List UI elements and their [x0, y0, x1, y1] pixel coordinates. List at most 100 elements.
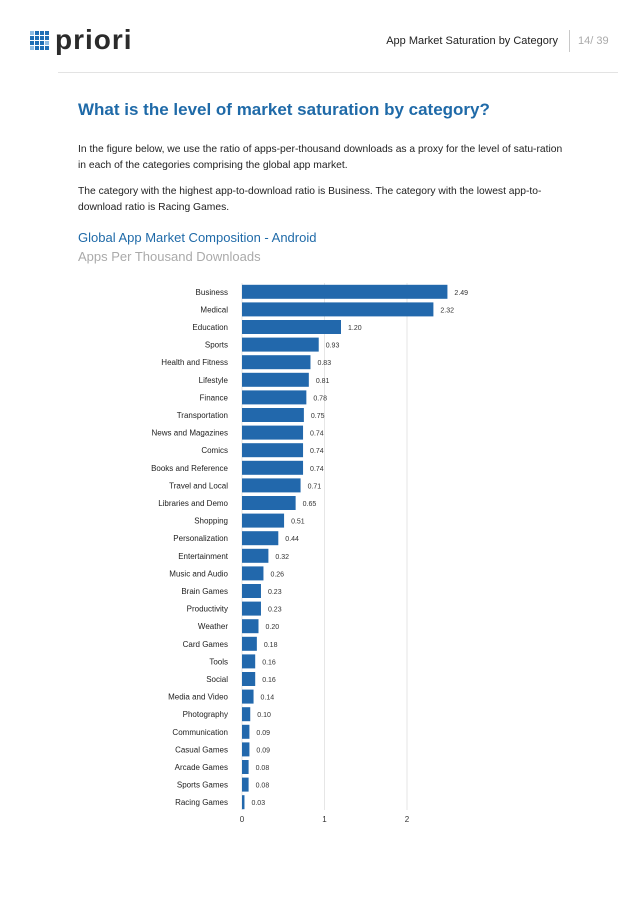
bar — [242, 636, 257, 651]
category-label: Tools — [209, 657, 228, 666]
data-label: 0.32 — [275, 554, 289, 561]
bar — [242, 619, 259, 634]
bar — [242, 760, 249, 774]
bar — [242, 425, 304, 440]
category-label: Photography — [183, 710, 228, 719]
category-label: Comics — [201, 446, 228, 455]
data-label: 0.08 — [256, 765, 270, 772]
data-label: 0.74 — [310, 448, 324, 455]
bar — [242, 531, 279, 546]
data-label: 0.81 — [316, 378, 330, 385]
bar — [242, 548, 269, 563]
bar — [242, 390, 307, 405]
document-title: App Market Saturation by Category — [386, 35, 558, 47]
category-label: Weather — [198, 622, 228, 631]
x-tick-label: 1 — [322, 815, 327, 824]
bar — [242, 742, 250, 757]
category-label: Medical — [200, 305, 228, 314]
category-label: Business — [196, 288, 228, 297]
page-heading: What is the level of market saturation b… — [78, 100, 490, 119]
category-label: Books and Reference — [151, 464, 228, 473]
bar — [242, 795, 245, 810]
category-label: Education — [192, 323, 228, 332]
category-label: Brain Games — [181, 587, 228, 596]
data-label: 0.75 — [311, 413, 325, 420]
data-label: 0.93 — [326, 343, 340, 350]
bar — [242, 601, 261, 616]
bar — [242, 777, 249, 792]
category-label: Entertainment — [178, 552, 229, 561]
bar — [242, 496, 296, 510]
priori-logo: priori — [30, 26, 133, 54]
bar — [242, 443, 304, 458]
bar — [242, 284, 448, 299]
x-tick-label: 0 — [240, 815, 245, 824]
category-label: Health and Fitness — [161, 358, 228, 367]
category-label: Social — [206, 675, 228, 684]
category-label: Lifestyle — [199, 376, 229, 385]
category-label: Sports — [205, 341, 228, 350]
data-label: 0.23 — [268, 607, 282, 614]
bar — [242, 337, 319, 352]
page-number: 14/ 39 — [578, 35, 609, 47]
data-label: 0.83 — [317, 360, 331, 367]
data-label: 2.32 — [440, 307, 454, 314]
data-label: 0.65 — [303, 501, 317, 508]
data-label: 0.18 — [264, 642, 278, 649]
data-label: 0.10 — [257, 712, 271, 719]
data-label: 0.26 — [270, 571, 284, 578]
bar — [242, 707, 251, 722]
bar — [242, 672, 256, 686]
category-label: Card Games — [183, 640, 228, 649]
data-label: 1.20 — [348, 325, 362, 332]
category-label: Racing Games — [175, 798, 228, 807]
category-label: Personalization — [173, 534, 228, 543]
x-tick-label: 2 — [405, 815, 410, 824]
bar — [242, 478, 301, 493]
header-rule — [58, 72, 618, 73]
data-label: 0.44 — [285, 536, 299, 543]
category-label: Finance — [200, 393, 229, 402]
chart-subtitle: Apps Per Thousand Downloads — [78, 249, 261, 264]
data-label: 0.14 — [261, 695, 275, 702]
bar — [242, 408, 304, 422]
category-label: Communication — [172, 728, 228, 737]
bar — [242, 724, 250, 739]
data-label: 0.71 — [308, 483, 322, 490]
bar — [242, 689, 254, 704]
summary-paragraph: The category with the highest app-to-dow… — [78, 186, 542, 213]
category-label: Arcade Games — [175, 763, 228, 772]
header-divider — [569, 30, 570, 52]
data-label: 0.03 — [251, 800, 265, 807]
bar — [242, 513, 285, 528]
data-label: 0.16 — [262, 659, 276, 666]
data-label: 0.20 — [266, 624, 280, 631]
bar — [242, 302, 434, 317]
category-label: Libraries and Demo — [158, 499, 228, 508]
bar — [242, 320, 341, 334]
data-label: 0.74 — [310, 431, 324, 438]
bar — [242, 372, 309, 387]
category-label: Sports Games — [177, 781, 228, 790]
logo-grid-icon — [30, 30, 49, 50]
category-label: Travel and Local — [169, 481, 228, 490]
data-label: 0.74 — [310, 466, 324, 473]
category-label: Transportation — [177, 411, 228, 420]
data-label: 0.09 — [256, 747, 270, 754]
chart-title: Global App Market Composition - Android — [78, 230, 317, 245]
bar — [242, 584, 261, 598]
data-label: 0.08 — [256, 783, 270, 790]
logo-text: priori — [55, 24, 133, 55]
data-label: 0.51 — [291, 519, 305, 526]
category-label: Casual Games — [175, 745, 228, 754]
bar — [242, 460, 304, 475]
category-label: Productivity — [187, 605, 228, 614]
intro-paragraph: In the figure below, we use the ratio of… — [78, 144, 563, 171]
category-label: News and Magazines — [152, 429, 228, 438]
bar — [242, 566, 264, 581]
bar — [242, 355, 311, 370]
data-label: 2.49 — [454, 290, 468, 297]
category-label: Shopping — [194, 517, 228, 526]
data-label: 0.16 — [262, 677, 276, 684]
